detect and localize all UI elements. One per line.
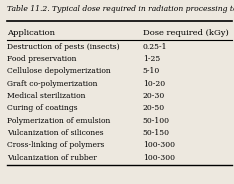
Text: 100-300: 100-300 xyxy=(143,141,175,149)
Text: 20-50: 20-50 xyxy=(143,104,165,112)
Text: Cross-linking of polymers: Cross-linking of polymers xyxy=(7,141,104,149)
Text: Vulcanization of rubber: Vulcanization of rubber xyxy=(7,154,97,162)
Text: 50-100: 50-100 xyxy=(143,117,170,125)
Text: Table 11.2. Typical dose required in radiation processing techniques.: Table 11.2. Typical dose required in rad… xyxy=(7,5,234,13)
Text: 20-30: 20-30 xyxy=(143,92,165,100)
Text: Polymerization of emulsion: Polymerization of emulsion xyxy=(7,117,110,125)
Text: 0.25-1: 0.25-1 xyxy=(143,43,167,51)
Text: 1-25: 1-25 xyxy=(143,55,160,63)
Text: Food preservation: Food preservation xyxy=(7,55,77,63)
Text: Medical sterilization: Medical sterilization xyxy=(7,92,85,100)
Text: Vulcanization of silicones: Vulcanization of silicones xyxy=(7,129,104,137)
Text: Destruction of pests (insects): Destruction of pests (insects) xyxy=(7,43,120,51)
Text: Curing of coatings: Curing of coatings xyxy=(7,104,78,112)
Text: Application: Application xyxy=(7,29,55,37)
Text: 50-150: 50-150 xyxy=(143,129,170,137)
Text: 100-300: 100-300 xyxy=(143,154,175,162)
Text: 5-10: 5-10 xyxy=(143,67,160,75)
Text: Cellulose depolymerization: Cellulose depolymerization xyxy=(7,67,111,75)
Text: 10-20: 10-20 xyxy=(143,80,165,88)
Text: Graft co-polymerization: Graft co-polymerization xyxy=(7,80,98,88)
Text: Dose required (kGy): Dose required (kGy) xyxy=(143,29,228,37)
